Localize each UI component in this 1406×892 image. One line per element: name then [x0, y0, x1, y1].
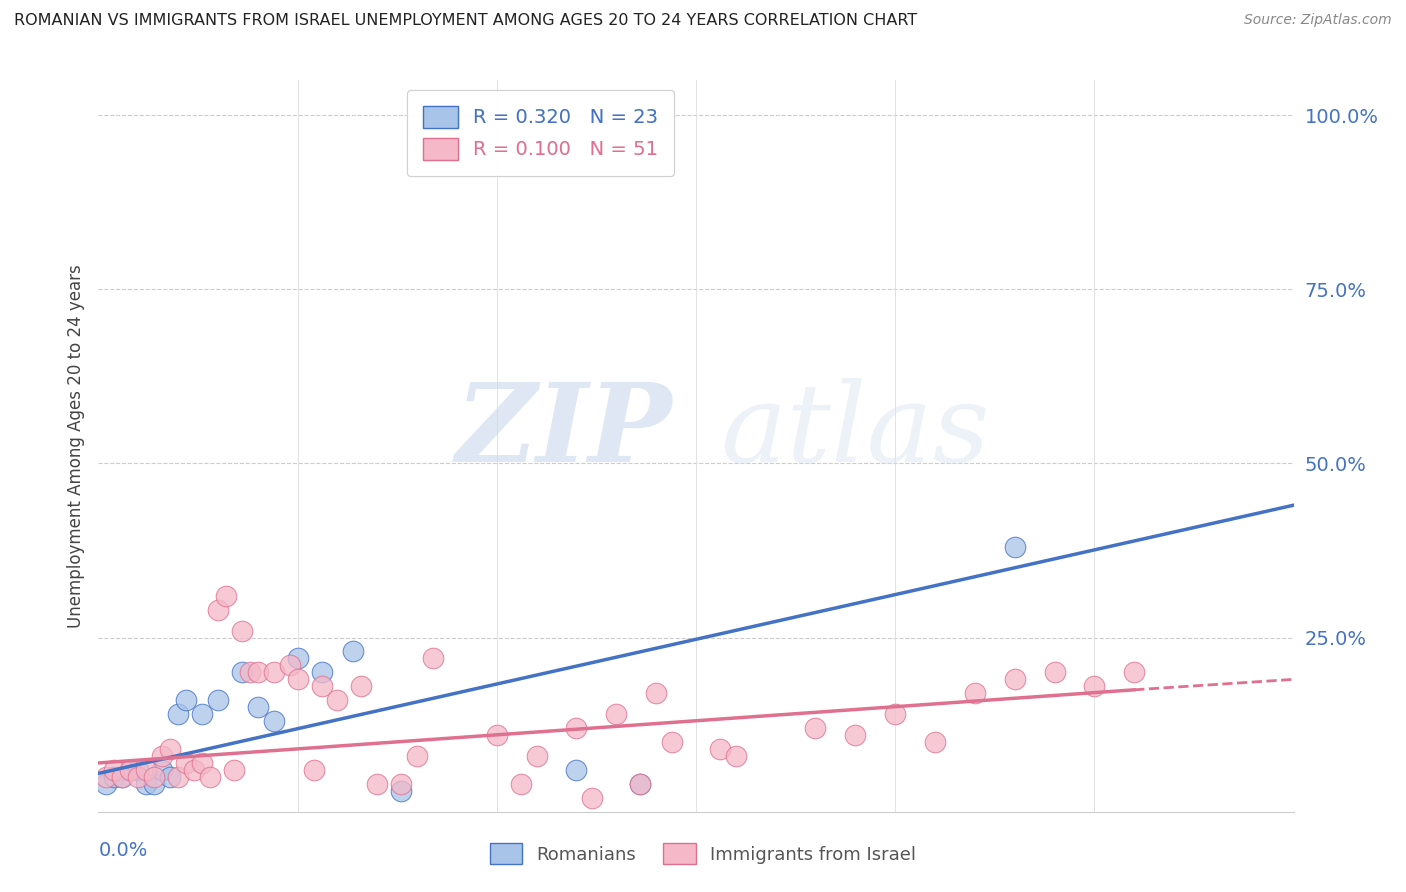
Point — [924, 735, 946, 749]
Point — [287, 651, 309, 665]
Point — [1043, 665, 1066, 680]
Point — [207, 693, 229, 707]
Point — [342, 644, 364, 658]
Point — [1004, 673, 1026, 687]
Point — [581, 790, 603, 805]
Point — [804, 721, 827, 735]
Point — [724, 749, 747, 764]
Point — [389, 777, 412, 791]
Point — [167, 707, 190, 722]
Point — [191, 756, 214, 770]
Legend: Romanians, Immigrants from Israel: Romanians, Immigrants from Israel — [475, 829, 931, 879]
Text: Source: ZipAtlas.com: Source: ZipAtlas.com — [1244, 13, 1392, 28]
Point — [661, 735, 683, 749]
Point — [509, 777, 531, 791]
Point — [215, 589, 238, 603]
Text: atlas: atlas — [720, 377, 990, 485]
Point — [143, 770, 166, 784]
Point — [287, 673, 309, 687]
Point — [709, 742, 731, 756]
Point — [96, 777, 118, 791]
Text: ZIP: ZIP — [456, 377, 672, 485]
Point — [302, 763, 325, 777]
Point — [143, 777, 166, 791]
Point — [311, 665, 333, 680]
Point — [1083, 679, 1105, 693]
Point — [135, 777, 157, 791]
Point — [174, 693, 197, 707]
Point — [174, 756, 197, 770]
Point — [120, 763, 142, 777]
Point — [103, 770, 125, 784]
Point — [963, 686, 986, 700]
Point — [127, 763, 149, 777]
Point — [207, 603, 229, 617]
Point — [1004, 540, 1026, 554]
Point — [246, 665, 269, 680]
Point — [120, 763, 142, 777]
Point — [326, 693, 349, 707]
Point — [198, 770, 221, 784]
Text: ROMANIAN VS IMMIGRANTS FROM ISRAEL UNEMPLOYMENT AMONG AGES 20 TO 24 YEARS CORREL: ROMANIAN VS IMMIGRANTS FROM ISRAEL UNEMP… — [14, 13, 917, 29]
Point — [422, 651, 444, 665]
Point — [844, 728, 866, 742]
Point — [645, 686, 668, 700]
Point — [111, 770, 134, 784]
Point — [605, 707, 627, 722]
Point — [263, 665, 285, 680]
Point — [111, 770, 134, 784]
Point — [1123, 665, 1146, 680]
Point — [485, 728, 508, 742]
Point — [222, 763, 245, 777]
Point — [278, 658, 301, 673]
Point — [150, 749, 173, 764]
Point — [628, 777, 651, 791]
Point — [239, 665, 262, 680]
Point — [191, 707, 214, 722]
Point — [135, 763, 157, 777]
Point — [565, 721, 588, 735]
Point — [884, 707, 907, 722]
Point — [231, 624, 253, 638]
Point — [526, 749, 548, 764]
Point — [565, 763, 588, 777]
Point — [150, 763, 173, 777]
Point — [263, 714, 285, 728]
Point — [159, 770, 181, 784]
Point — [159, 742, 181, 756]
Point — [96, 770, 118, 784]
Point — [127, 770, 149, 784]
Point — [167, 770, 190, 784]
Point — [389, 784, 412, 798]
Point — [366, 777, 388, 791]
Point — [246, 700, 269, 714]
Point — [183, 763, 205, 777]
Point — [628, 777, 651, 791]
Point — [231, 665, 253, 680]
Y-axis label: Unemployment Among Ages 20 to 24 years: Unemployment Among Ages 20 to 24 years — [66, 264, 84, 628]
Point — [406, 749, 429, 764]
Point — [103, 763, 125, 777]
Point — [350, 679, 373, 693]
Text: 0.0%: 0.0% — [98, 841, 148, 860]
Legend: R = 0.320   N = 23, R = 0.100   N = 51: R = 0.320 N = 23, R = 0.100 N = 51 — [408, 90, 673, 176]
Point — [311, 679, 333, 693]
